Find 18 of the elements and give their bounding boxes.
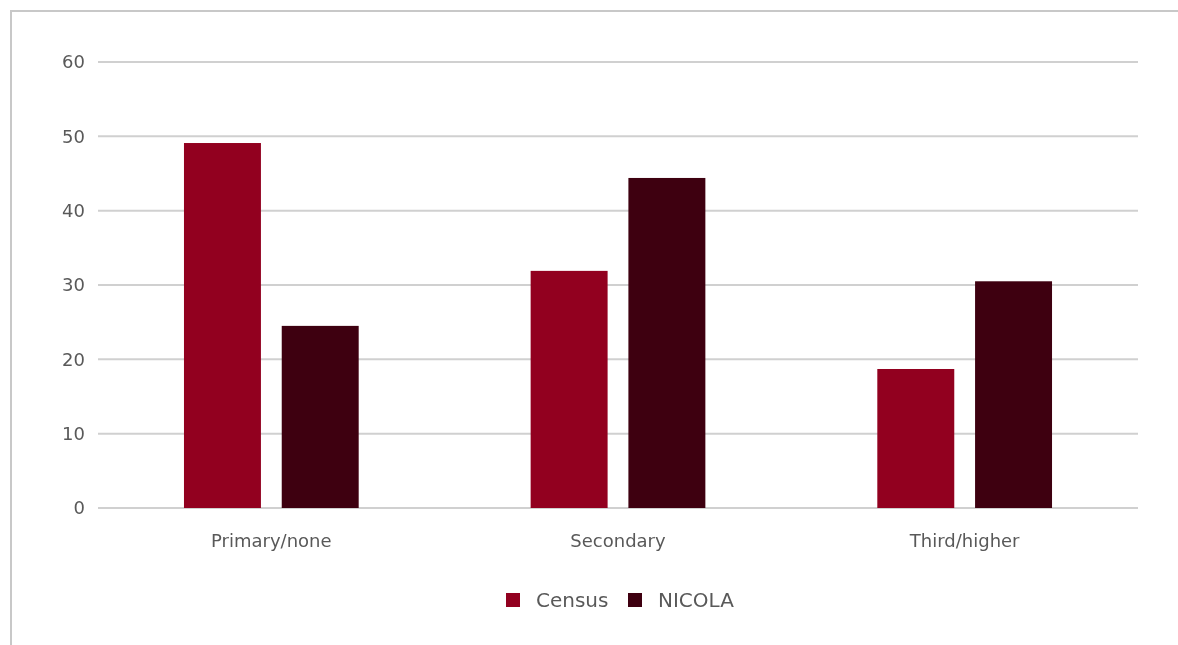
bar [877, 369, 955, 508]
bar [281, 325, 359, 508]
y-tick-label: 10 [62, 422, 85, 444]
y-tick-label: 40 [62, 199, 85, 221]
x-tick-label: Primary/none [211, 530, 332, 552]
y-tick-label: 30 [62, 274, 85, 296]
x-tick-label: Third/higher [908, 530, 1021, 552]
bar [183, 143, 261, 508]
y-tick-label: 20 [62, 348, 85, 370]
legend-label: Census [536, 588, 609, 612]
bar [628, 177, 706, 508]
y-tick-label: 0 [73, 497, 85, 519]
y-tick-label: 60 [62, 51, 85, 73]
bar [530, 270, 608, 508]
bar [975, 281, 1053, 508]
y-tick-label: 50 [62, 125, 85, 147]
x-tick-label: Secondary [570, 530, 667, 552]
legend-label: NICOLA [658, 588, 735, 612]
